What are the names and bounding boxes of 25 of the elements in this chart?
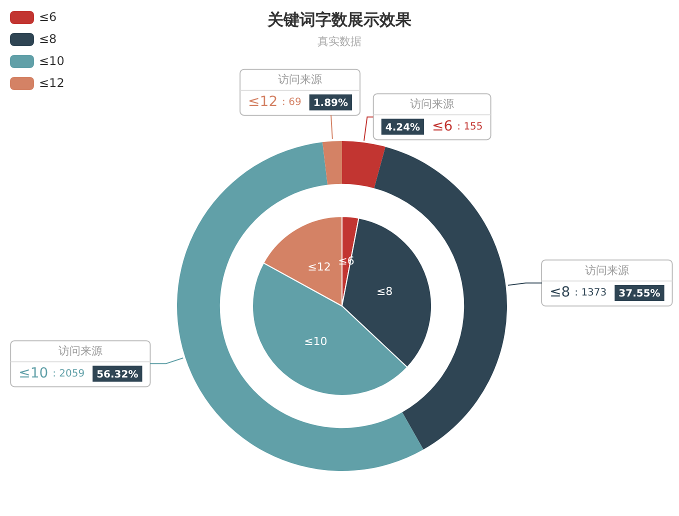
legend-label: ≤10 — [39, 54, 64, 68]
text: : 155 — [457, 121, 483, 132]
chart-title: 关键词字数展示效果 — [268, 10, 412, 29]
slice-label: 访问来源 — [410, 98, 454, 111]
slice-label: ≤6 — [432, 118, 453, 134]
slice-label: ≤8 — [376, 285, 393, 298]
text: 真实数据 — [318, 35, 362, 48]
category-label: ≤12 — [248, 94, 278, 110]
slice-label: ≤10 — [304, 335, 328, 348]
slice-label: ≤12 — [308, 260, 331, 274]
data-label: 56.32% — [96, 369, 138, 380]
legend-label: ≤12 — [39, 76, 64, 90]
text: : 69 — [282, 96, 302, 108]
text: 访问来源 — [584, 264, 629, 277]
text: : 2059 — [52, 368, 85, 380]
data-label: 37.55% — [618, 288, 660, 300]
legend-label: ≤8 — [39, 32, 57, 46]
slice-label: ≤8 — [550, 284, 570, 301]
text: 访问来源 — [278, 73, 322, 86]
data-label: 4.24% — [385, 122, 420, 134]
text: : 1373 — [574, 288, 607, 299]
slice-label: ≤10 — [18, 365, 48, 382]
data-label: 1.89% — [313, 98, 348, 109]
legend-label: ≤6 — [39, 10, 57, 24]
text: 访问来源 — [58, 344, 102, 358]
